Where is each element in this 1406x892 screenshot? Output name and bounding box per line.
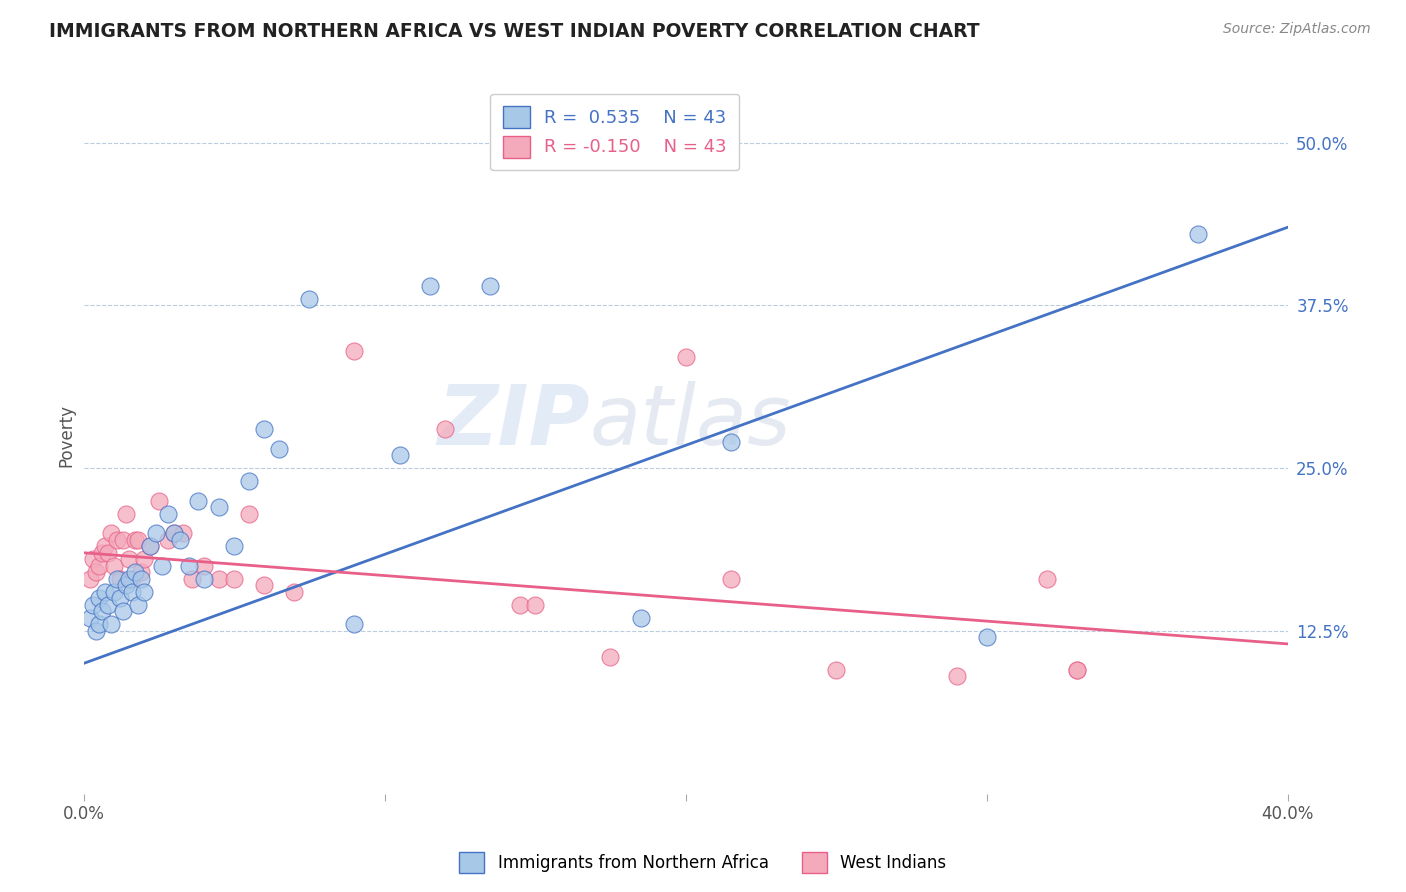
Point: [111, 604, 134, 618]
Point: [193, 558, 215, 573]
Point: [124, 566, 146, 580]
Point: [163, 526, 186, 541]
Point: [105, 533, 128, 547]
Point: [121, 572, 143, 586]
Point: [269, 442, 291, 456]
Point: [145, 526, 167, 541]
Text: Source: ZipAtlas.com: Source: ZipAtlas.com: [1223, 22, 1371, 37]
Point: [222, 572, 245, 586]
Text: atlas: atlas: [589, 381, 792, 462]
Point: [111, 533, 134, 547]
Point: [177, 558, 200, 573]
Point: [343, 617, 366, 632]
Point: [118, 572, 141, 586]
Point: [478, 278, 501, 293]
Point: [103, 584, 125, 599]
Point: [253, 578, 276, 592]
Point: [599, 649, 621, 664]
Point: [108, 572, 131, 586]
Point: [343, 343, 366, 358]
Point: [87, 591, 110, 606]
Legend: Immigrants from Northern Africa, West Indians: Immigrants from Northern Africa, West In…: [453, 846, 953, 880]
Point: [139, 539, 162, 553]
Point: [100, 617, 122, 632]
Point: [193, 572, 215, 586]
Point: [93, 539, 115, 553]
Point: [87, 617, 110, 632]
Point: [253, 422, 276, 436]
Point: [82, 598, 104, 612]
Point: [150, 558, 173, 573]
Point: [419, 278, 441, 293]
Point: [79, 611, 101, 625]
Point: [945, 669, 967, 683]
Point: [108, 591, 131, 606]
Point: [172, 526, 194, 541]
Point: [1066, 663, 1088, 677]
Point: [84, 624, 107, 638]
Text: ZIP: ZIP: [437, 381, 589, 462]
Point: [825, 663, 848, 677]
Point: [222, 539, 245, 553]
Point: [127, 598, 149, 612]
Point: [675, 351, 697, 365]
Point: [114, 507, 136, 521]
Point: [524, 598, 547, 612]
Point: [84, 566, 107, 580]
Point: [103, 558, 125, 573]
Point: [100, 526, 122, 541]
Point: [238, 474, 260, 488]
Point: [90, 546, 112, 560]
Point: [148, 493, 170, 508]
Point: [283, 584, 305, 599]
Point: [238, 507, 260, 521]
Point: [169, 533, 191, 547]
Point: [720, 435, 742, 450]
Point: [187, 493, 209, 508]
Point: [105, 572, 128, 586]
Point: [976, 631, 998, 645]
Point: [97, 598, 120, 612]
Point: [208, 500, 231, 515]
Point: [87, 558, 110, 573]
Point: [139, 539, 162, 553]
Point: [163, 526, 186, 541]
Legend: R =  0.535    N = 43, R = -0.150    N = 43: R = 0.535 N = 43, R = -0.150 N = 43: [489, 94, 740, 170]
Point: [82, 552, 104, 566]
Point: [1066, 663, 1088, 677]
Point: [156, 533, 179, 547]
Point: [156, 507, 179, 521]
Point: [433, 422, 456, 436]
Point: [132, 584, 155, 599]
Point: [1036, 572, 1059, 586]
Point: [124, 533, 146, 547]
Point: [132, 552, 155, 566]
Point: [90, 604, 112, 618]
Point: [208, 572, 231, 586]
Point: [509, 598, 531, 612]
Point: [180, 572, 202, 586]
Point: [298, 292, 321, 306]
Point: [129, 572, 152, 586]
Point: [79, 572, 101, 586]
Point: [114, 578, 136, 592]
Point: [1187, 227, 1209, 241]
Point: [121, 584, 143, 599]
Y-axis label: Poverty: Poverty: [58, 404, 75, 467]
Point: [720, 572, 742, 586]
Point: [93, 584, 115, 599]
Point: [127, 533, 149, 547]
Point: [129, 566, 152, 580]
Point: [630, 611, 652, 625]
Point: [118, 552, 141, 566]
Point: [388, 448, 411, 462]
Point: [97, 546, 120, 560]
Text: IMMIGRANTS FROM NORTHERN AFRICA VS WEST INDIAN POVERTY CORRELATION CHART: IMMIGRANTS FROM NORTHERN AFRICA VS WEST …: [49, 22, 980, 41]
